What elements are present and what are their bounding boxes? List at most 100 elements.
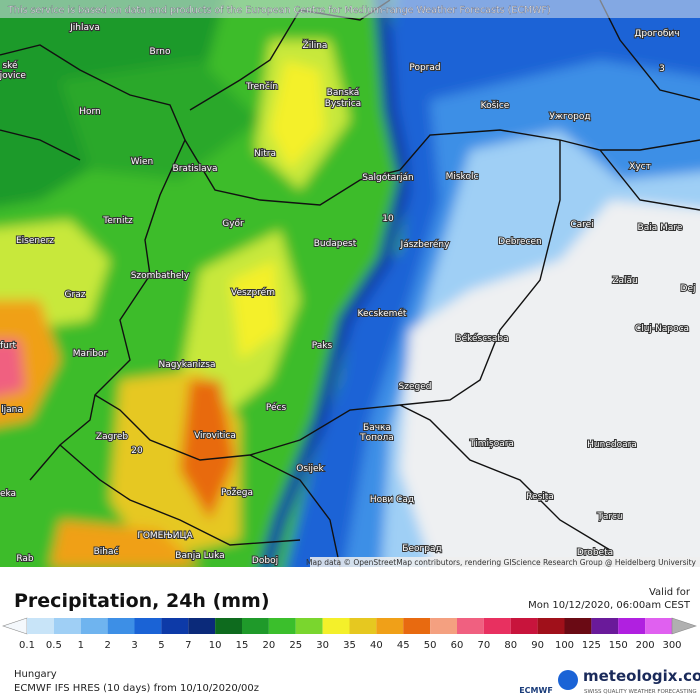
colorbar-box (53, 618, 81, 634)
city-label: Dej (681, 284, 696, 294)
city-label: Veszprém (231, 287, 275, 298)
colorbar-label: 150 (609, 640, 628, 651)
colorbar-label: 200 (636, 640, 655, 651)
city-label: Eisenerz (16, 236, 54, 246)
attribution-bg (310, 557, 700, 567)
colorbar-box (510, 618, 538, 634)
colorbar-box (430, 618, 457, 634)
city-label: Košice (481, 100, 510, 111)
city-label: Szeged (399, 382, 432, 392)
colorbar-box (564, 618, 592, 634)
colorbar-label: 125 (582, 640, 601, 651)
city-label: furt (0, 341, 17, 351)
colorbar-label: 25 (289, 640, 302, 651)
city-label: Zagreb (96, 432, 128, 442)
city-label: Baia Mare (638, 223, 683, 233)
colorbar-label: 0.5 (46, 640, 62, 651)
colorbar-label: 30 (316, 640, 329, 651)
city-label: Nagykanizsa (159, 360, 216, 370)
colorbar-box (483, 618, 511, 634)
city-label: Miskolc (446, 172, 479, 182)
city-label: Дрогобич (634, 29, 679, 39)
colorbar-label: 20 (263, 640, 276, 651)
city-label: Budapest (314, 239, 357, 249)
city-label: Salgótarján (362, 172, 413, 183)
borders (0, 0, 700, 567)
city-label: Poprad (409, 63, 440, 73)
colorbar-box (295, 618, 323, 634)
city-label: ГОМЕЊИЦА (137, 531, 193, 541)
city-label: Bystrica (325, 99, 361, 109)
city-label: Békéscsaba (455, 333, 508, 344)
city-label: Požega (221, 488, 253, 498)
map: Jihlava Brno Žilina Poprad Дрогобич skéějovic… (0, 0, 700, 567)
colorbar-box (215, 618, 242, 634)
city-label: Brno (150, 47, 171, 57)
colorbar-box (268, 618, 296, 634)
colorbar-box (107, 618, 135, 634)
city-label: 3 (659, 64, 665, 74)
city-label: Nitra (254, 149, 276, 159)
city-label: 10 (382, 214, 394, 224)
brand-tagline: SWISS QUALITY WEATHER FORECASTING (584, 689, 697, 695)
city-label: Virovitica (194, 431, 236, 441)
region: Hungary (14, 669, 57, 680)
banner: This service is based on data and produc… (7, 5, 551, 16)
city-label: Pécs (266, 402, 287, 413)
city-label: Топола (359, 433, 394, 443)
colorbar-label: 60 (451, 640, 464, 651)
colorbar-box (591, 618, 619, 634)
city-label: Нови Сад (370, 495, 414, 505)
colorbar-label: 100 (555, 640, 574, 651)
colorbar-label: 5 (158, 640, 164, 651)
city-label: Kecskemét (358, 308, 407, 319)
city-label: Jászberény (400, 239, 451, 250)
attribution: Map data © OpenStreetMap contributors, r… (306, 558, 697, 567)
colorbar-box (457, 618, 484, 634)
colorbar-box (349, 618, 377, 634)
city-label: Maribor (73, 349, 108, 359)
city-label: eka (0, 489, 16, 499)
city-label: Drobeta (577, 548, 613, 558)
city-label: Țarcu (596, 512, 622, 522)
logo-icon (558, 670, 578, 690)
colorbar-box (80, 618, 108, 634)
city-label: 20 (131, 446, 143, 456)
colorbar-box (403, 618, 431, 634)
colorbar-label: 90 (531, 640, 544, 651)
colorbar-box (645, 618, 672, 634)
city-label: Žilina (303, 39, 328, 51)
city-label: Debrecen (498, 237, 541, 247)
colorbar-box (322, 618, 350, 634)
banner-bg (0, 0, 700, 18)
legend-title: Precipitation, 24h (mm) (14, 590, 270, 612)
city-label: Timișoara (469, 439, 514, 449)
city-label: Хуст (629, 162, 651, 172)
colorbar-label: 1 (78, 640, 84, 651)
colorbar-label: 50 (424, 640, 437, 651)
footer: Precipitation, 24h (mm) Valid for Mon 10… (2, 587, 700, 695)
colorbar-label: 300 (662, 640, 681, 651)
valid-time: Mon 10/12/2020, 06:00am CEST (528, 600, 691, 611)
city-label: Graz (65, 290, 86, 300)
colorbar-arrow-right (671, 617, 697, 635)
city-label: Paks (312, 341, 333, 351)
brand: meteologix.com (583, 667, 700, 685)
city-label: ějovice (0, 71, 26, 81)
city-label: Bihać (94, 546, 119, 557)
colorbar-arrow-left (2, 617, 28, 635)
colorbar-box (537, 618, 565, 634)
colorbar-box (618, 618, 646, 634)
city-label: Doboj (252, 556, 278, 566)
colorbar-label: 45 (397, 640, 410, 651)
city-label: Osijek (296, 464, 324, 474)
city-label: Београд (402, 544, 441, 554)
model-run: ECMWF IFS HRES (10 days) from 10/10/2020… (14, 683, 259, 694)
colorbar: 0.1 0.5 1 2 3 5 7 10 15 20 25 30 35 40 45 50 60 70 80 90 100… (2, 617, 697, 651)
colorbar-label: 80 (504, 640, 517, 651)
city-label: Wien (131, 157, 153, 167)
colorbar-label: 10 (209, 640, 222, 651)
colorbar-label: 3 (131, 640, 137, 651)
colorbar-box (134, 618, 162, 634)
